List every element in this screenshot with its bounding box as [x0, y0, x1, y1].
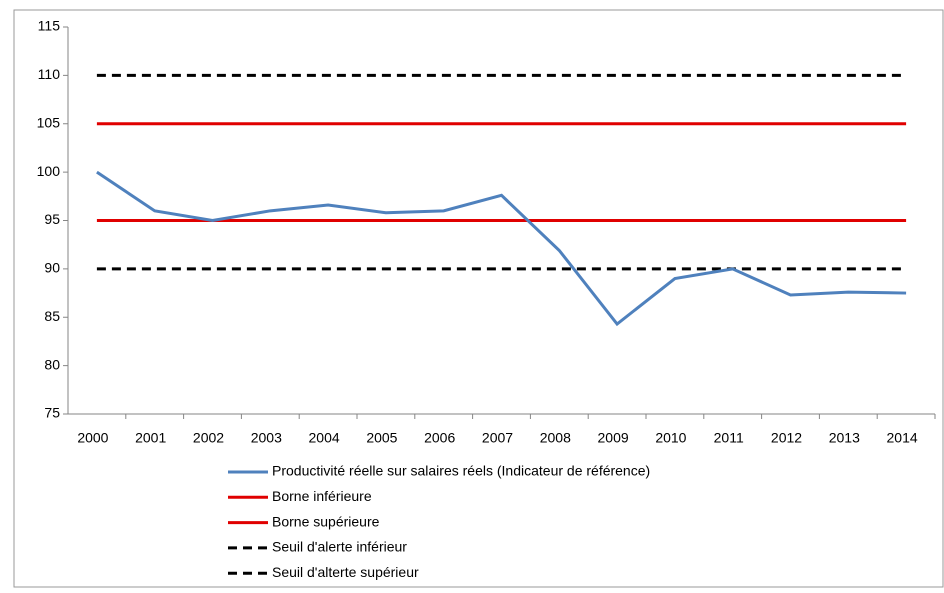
y-tick-label: 85: [44, 308, 60, 324]
legend-label: Borne supérieure: [272, 513, 380, 529]
x-tick-label: 2004: [309, 430, 340, 446]
x-tick-label: 2002: [193, 430, 224, 446]
x-tick-label: 2006: [424, 430, 455, 446]
x-tick-label: 2014: [887, 430, 918, 446]
x-tick-label: 2001: [135, 430, 166, 446]
y-tick-label: 115: [38, 18, 61, 34]
x-tick-label: 2007: [482, 430, 513, 446]
x-tick-label: 2008: [540, 430, 571, 446]
x-tick-label: 2003: [251, 430, 282, 446]
y-tick-label: 100: [37, 163, 61, 179]
x-tick-label: 2012: [771, 430, 802, 446]
legend-label: Productivité réelle sur salaires réels (…: [272, 463, 650, 479]
x-tick-label: 2011: [714, 430, 744, 446]
x-tick-label: 2005: [366, 430, 397, 446]
legend-label: Borne inférieure: [272, 488, 372, 504]
legend-label: Seuil d'alerte inférieur: [272, 539, 407, 555]
y-tick-label: 75: [44, 405, 60, 421]
y-tick-label: 110: [38, 66, 61, 82]
x-tick-label: 2009: [598, 430, 629, 446]
series-line: [96, 170, 907, 327]
x-tick-label: 2013: [829, 430, 860, 446]
x-tick-label: 2000: [77, 430, 108, 446]
legend-label: Seuil d'alterte supérieur: [272, 564, 419, 580]
x-tick-label: 2010: [655, 430, 686, 446]
y-tick-label: 90: [44, 260, 60, 276]
y-tick-label: 80: [44, 356, 60, 372]
y-tick-label: 95: [44, 211, 60, 227]
y-tick-label: 105: [37, 114, 61, 130]
